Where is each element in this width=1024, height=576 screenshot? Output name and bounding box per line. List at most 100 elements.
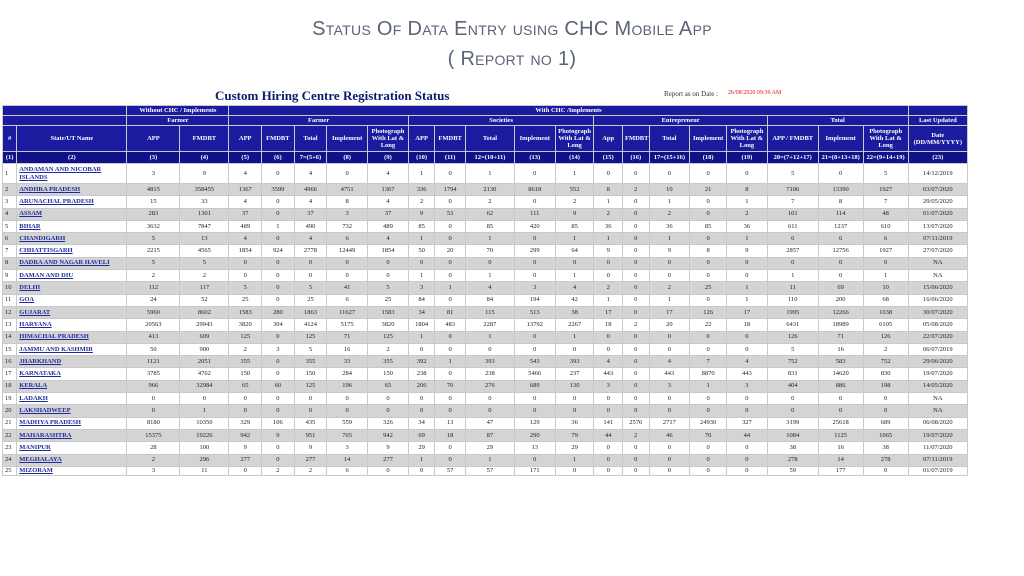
data-cell: 0: [464, 256, 515, 271]
data-cell: 238: [407, 367, 436, 381]
state-name-link[interactable]: CHANDIGARH: [16, 232, 128, 246]
data-cell: 9: [593, 244, 623, 258]
data-cell: 5: [179, 256, 230, 271]
column-header: Total: [293, 125, 328, 152]
data-cell: 85: [689, 219, 727, 234]
data-cell: 0: [407, 256, 436, 271]
state-name-link[interactable]: MAHARASHTRA: [16, 428, 128, 443]
data-cell: 64: [554, 244, 595, 258]
data-cell: 2: [725, 207, 768, 221]
state-name-link[interactable]: LADAKH: [16, 392, 128, 406]
data-cell: 4: [648, 355, 691, 369]
data-cell: 29/05/2020: [907, 195, 969, 209]
state-name-link[interactable]: ANDAMAN AND NICOBAR ISLANDS: [16, 163, 128, 184]
state-name-link[interactable]: MIZORAM: [16, 465, 128, 476]
state-name-link[interactable]: JHARKHAND: [16, 355, 128, 369]
data-cell: 489: [367, 219, 409, 234]
data-cell: 38: [766, 441, 819, 455]
data-cell: 44: [725, 428, 768, 443]
column-header: APP: [407, 125, 436, 152]
data-cell: 57: [464, 465, 515, 476]
data-cell: 6105: [862, 318, 909, 332]
data-cell: 966: [126, 379, 181, 394]
data-cell: 126: [766, 330, 819, 344]
data-cell: 0: [326, 404, 369, 418]
state-name-link[interactable]: MADHYA PRADESH: [16, 416, 128, 430]
table-row: 16 JHARKHAND 1121 2051 355 0 355 33 355 392 1 393 54…: [1, 355, 969, 369]
column-number: (9): [367, 151, 409, 164]
data-cell: NA: [907, 256, 969, 271]
data-cell: 237: [554, 367, 595, 381]
state-name-link[interactable]: GOA: [16, 293, 128, 307]
header-blank-right: [907, 105, 969, 116]
data-cell: 0: [554, 256, 595, 271]
data-cell: 0: [648, 163, 691, 184]
state-name-link[interactable]: HARYANA: [16, 318, 128, 332]
data-cell: 0: [434, 342, 466, 357]
data-cell: 8180: [126, 416, 181, 430]
table-row: 14 HIMACHAL PRADESH 413 609 125 0 125 71 125 1 0 1 0…: [1, 330, 969, 344]
data-cell: 48: [862, 207, 909, 221]
state-name-link[interactable]: GUJARAT: [16, 305, 128, 320]
data-cell: 47: [464, 416, 515, 430]
data-cell: 2857: [766, 244, 819, 258]
state-name-link[interactable]: DADRA AND NAGAR HAVELI: [16, 256, 128, 271]
data-cell: 1794: [434, 182, 466, 197]
state-name-link[interactable]: HIMACHAL PRADESH: [16, 330, 128, 344]
data-cell: 34: [407, 416, 436, 430]
state-name-link[interactable]: ARUNACHAL PRADESH: [16, 195, 128, 209]
data-cell: 125: [367, 330, 409, 344]
column-header: APP: [228, 125, 263, 152]
data-cell: 0: [593, 330, 623, 344]
state-name-link[interactable]: CHHATTISGARH: [16, 244, 128, 258]
data-cell: 1301: [179, 207, 230, 221]
data-cell: 4751: [326, 182, 369, 197]
data-cell: 2215: [126, 244, 181, 258]
state-name-link[interactable]: LAKSHADWEEP: [16, 404, 128, 418]
data-cell: 0: [261, 355, 295, 369]
data-cell: 14: [817, 453, 864, 467]
row-number: 15: [1, 342, 18, 357]
data-cell: 611: [766, 219, 819, 234]
data-cell: 942: [228, 428, 263, 443]
column-header: Photograph With Lat & Long: [367, 125, 409, 152]
data-cell: 5: [126, 256, 181, 271]
row-number: 18: [1, 379, 18, 394]
state-name-link[interactable]: JAMMU AND KASHMIR: [16, 342, 128, 357]
state-name-link[interactable]: MANIPUR: [16, 441, 128, 455]
state-name-link[interactable]: ANDHRA PRADESH: [16, 182, 128, 197]
state-name-link[interactable]: DAMAN AND DIU: [16, 269, 128, 283]
data-cell: 16/06/2020: [907, 293, 969, 307]
data-cell: 0: [689, 163, 727, 184]
column-header: App: [593, 125, 623, 152]
data-cell: 2: [126, 269, 181, 283]
data-cell: 0: [261, 293, 295, 307]
data-cell: 0: [621, 330, 650, 344]
data-cell: 0: [261, 207, 295, 221]
column-header: FMDBT: [621, 125, 650, 152]
data-cell: 0: [862, 392, 909, 406]
data-cell: 0: [593, 453, 623, 467]
data-cell: 0: [621, 465, 650, 476]
data-cell: 28: [126, 441, 181, 455]
data-cell: 25: [367, 293, 409, 307]
data-cell: 11627: [326, 305, 369, 320]
state-name-link[interactable]: KARNATAKA: [16, 367, 128, 381]
state-name-link[interactable]: MEGHALAYA: [16, 453, 128, 467]
row-number: 17: [1, 367, 18, 381]
data-cell: 4762: [179, 367, 230, 381]
data-cell: 0: [621, 392, 650, 406]
data-cell: 2: [179, 269, 230, 283]
state-name-link[interactable]: DELHI: [16, 281, 128, 295]
state-name-link[interactable]: KERALA: [16, 379, 128, 394]
data-cell: 393: [464, 355, 515, 369]
data-cell: 0: [648, 441, 691, 455]
data-cell: 3: [648, 379, 691, 394]
data-cell: 196: [326, 379, 369, 394]
data-cell: 03/07/2020: [907, 182, 969, 197]
state-name-link[interactable]: BIHAR: [16, 219, 128, 234]
data-cell: 0: [434, 163, 466, 184]
data-cell: 16: [326, 342, 369, 357]
data-cell: 9: [261, 428, 295, 443]
state-name-link[interactable]: ASSAM: [16, 207, 128, 221]
